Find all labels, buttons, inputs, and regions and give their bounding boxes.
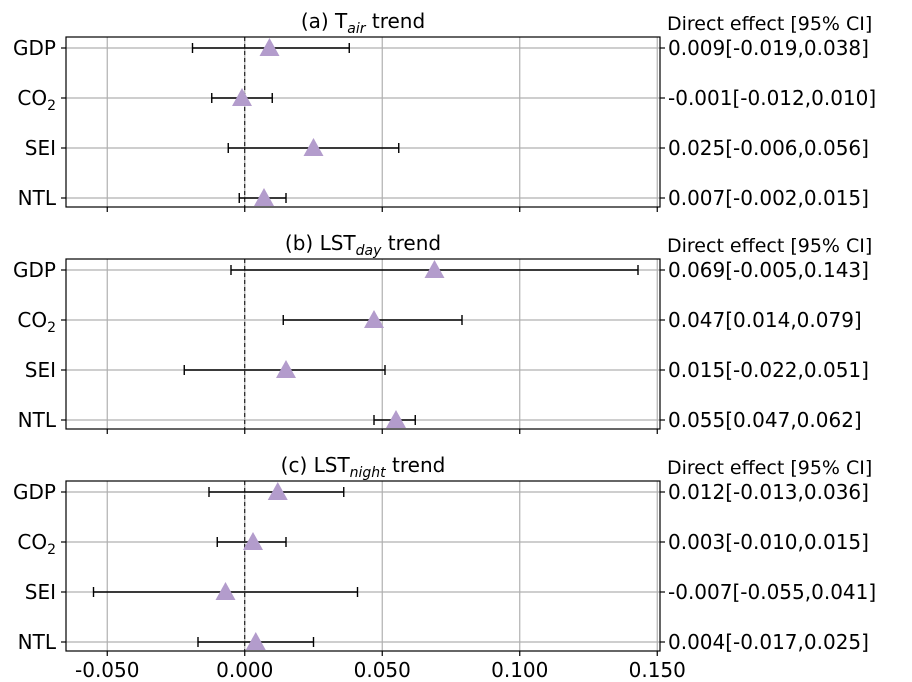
category-label-ntl: NTL <box>18 408 57 432</box>
estimate-marker <box>215 582 236 600</box>
category-label-co2: CO2 <box>17 86 56 114</box>
ci-value-label: 0.069[-0.005,0.143] <box>668 258 869 282</box>
estimate-marker <box>254 188 274 206</box>
panel-title: (b) LSTday trend <box>285 231 441 259</box>
category-label-sei: SEI <box>25 580 56 604</box>
estimate-marker <box>424 260 445 278</box>
category-label-gdp: GDP <box>13 258 56 282</box>
category-label-ntl: NTL <box>18 630 57 654</box>
category-label-gdp: GDP <box>13 480 56 504</box>
x-tick-label: 0.100 <box>491 658 548 682</box>
category-label-co2: CO2 <box>17 530 56 558</box>
panel-c: (c) LSTnight trend Direct effect [95% CI]… <box>13 453 876 656</box>
ci-value-label: 0.009[-0.019,0.038] <box>668 36 869 60</box>
category-label-gdp: GDP <box>13 36 56 60</box>
panel-title: (a) Tair trend <box>301 9 425 37</box>
estimate-marker <box>245 632 266 650</box>
estimate-marker <box>259 38 280 56</box>
ci-column-header: Direct effect [95% CI] <box>667 235 872 257</box>
ci-value-label: 0.015[-0.022,0.051] <box>668 358 869 382</box>
panel-b: (b) LSTday trend Direct effect [95% CI] GD… <box>13 231 872 434</box>
x-tick-label: 0.000 <box>216 658 273 682</box>
ci-value-label: 0.007[-0.002,0.015] <box>668 186 869 210</box>
panel-title: (c) LSTnight trend <box>281 453 446 481</box>
estimate-marker <box>267 482 288 500</box>
ci-value-label: -0.007[-0.055,0.041] <box>668 580 876 604</box>
ci-value-label: 0.025[-0.006,0.056] <box>668 136 869 160</box>
plot-frame <box>65 480 661 652</box>
category-label-sei: SEI <box>25 358 56 382</box>
category-label-ntl: NTL <box>18 186 57 210</box>
estimate-marker <box>232 88 252 106</box>
ci-value-label: 0.047[0.014,0.079] <box>668 308 862 332</box>
panel-a: (a) Tair trend Direct effect [95% CI] GDP 0… <box>13 9 876 212</box>
ci-column-header: Direct effect [95% CI] <box>667 13 872 35</box>
x-tick-label: 0.150 <box>629 658 686 682</box>
category-label-co2: CO2 <box>17 308 56 336</box>
ci-value-label: 0.055[0.047,0.062] <box>668 408 862 432</box>
estimate-marker <box>303 138 324 156</box>
ci-value-label: 0.004[-0.017,0.025] <box>668 630 869 654</box>
plot-frame <box>65 36 661 208</box>
category-label-sei: SEI <box>25 136 56 160</box>
estimate-marker <box>243 532 263 550</box>
x-tick-label: -0.050 <box>75 658 139 682</box>
estimate-marker <box>364 310 384 328</box>
estimate-marker <box>386 410 406 428</box>
x-tick-label: 0.050 <box>354 658 411 682</box>
ci-value-label: 0.003[-0.010,0.015] <box>668 530 869 554</box>
ci-value-label: 0.012[-0.013,0.036] <box>668 480 869 504</box>
plot-frame <box>65 258 661 430</box>
estimate-marker <box>276 360 296 378</box>
ci-value-label: -0.001[-0.012,0.010] <box>668 86 876 110</box>
ci-column-header: Direct effect [95% CI] <box>667 457 872 479</box>
